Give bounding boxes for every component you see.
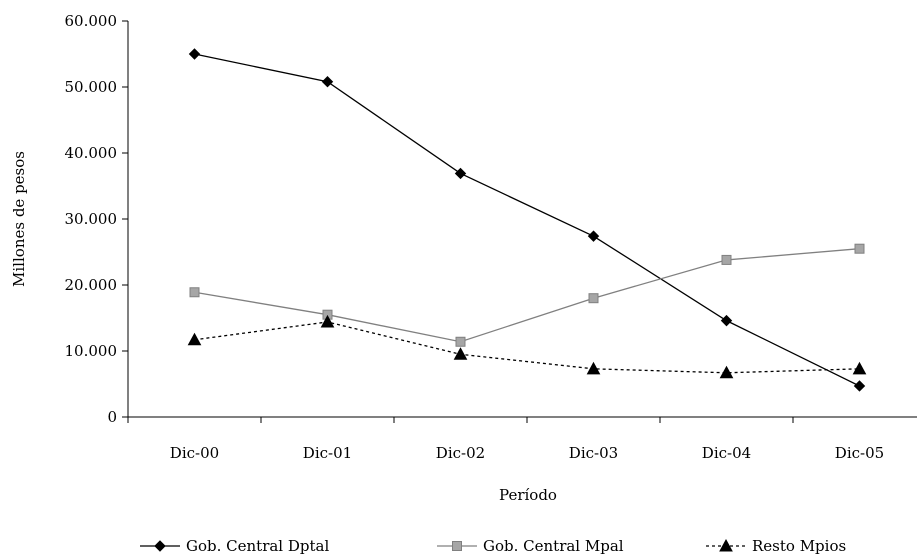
series-line [194,321,860,374]
y-tick-label: 60.000 [65,12,118,30]
y-tick-label: 40.000 [65,144,118,162]
legend-item: Gob. Central Mpal [437,537,624,555]
series-line [194,248,860,343]
y-tick-label: 30.000 [65,210,118,228]
legend: Gob. Central Dptal Gob. Central Mpal Resto… [140,537,846,555]
y-tick-label: 20.000 [65,276,118,294]
series-line [194,53,860,387]
y-axis-title: Millones de pesos [10,151,28,287]
legend-marker [452,541,462,551]
y-tick-label: 0 [107,408,117,426]
series-3 [187,314,867,379]
data-point [320,314,335,328]
y-tick-label: 10.000 [65,342,118,360]
legend-label: Gob. Central Mpal [483,537,624,555]
x-tick-label: Dic-02 [436,444,485,462]
legend-label: Resto Mpios [752,537,846,555]
data-point [719,365,734,379]
series-1 [188,48,866,392]
legend-item: Resto Mpios [706,537,846,555]
data-point [188,48,201,60]
data-point [854,243,865,254]
x-tick-label: Dic-04 [702,444,751,462]
data-point [455,336,466,347]
x-axis-title: Período [499,486,557,504]
series-2 [189,243,865,347]
axes: 0 10.000 20.000 30.000 40.000 50.000 60.000 Dic… [65,12,917,462]
data-point [453,347,468,360]
data-point [720,314,733,327]
data-point [454,167,467,180]
data-point [721,254,732,265]
data-point [321,76,334,88]
x-tick-label: Dic-01 [303,444,352,462]
series-layer [187,48,867,392]
data-point [587,230,600,242]
data-point [187,332,202,346]
x-tick-label: Dic-03 [569,444,618,462]
x-tick-label: Dic-00 [170,444,219,462]
data-point [586,361,601,375]
data-point [853,380,866,392]
data-point [189,287,200,298]
legend-label: Gob. Central Dptal [186,537,329,555]
data-point [852,361,867,375]
data-point [588,293,599,304]
legend-marker [154,540,166,552]
x-tick-label: Dic-05 [835,444,884,462]
legend-item: Gob. Central Dptal [140,537,329,555]
legend-marker [719,538,733,552]
y-tick-label: 50.000 [65,78,118,96]
